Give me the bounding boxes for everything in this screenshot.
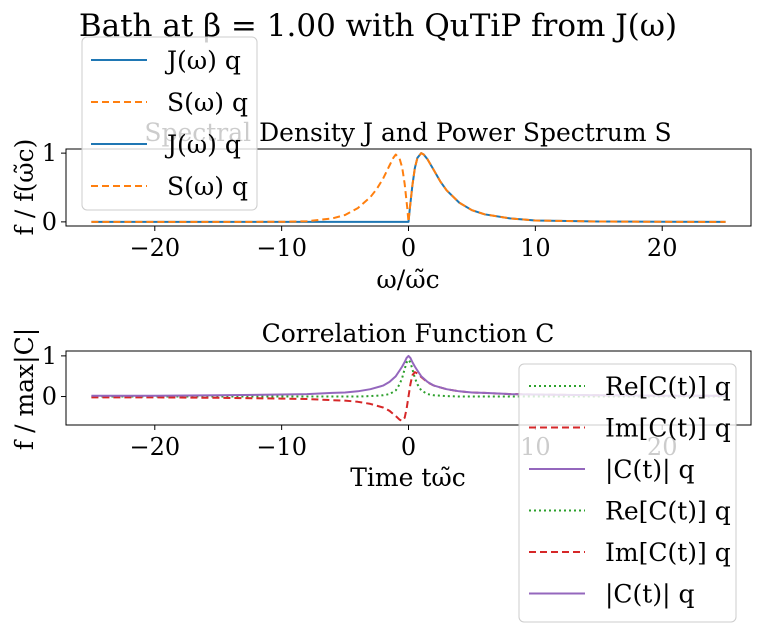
x-tick-label: −10 xyxy=(256,433,307,461)
legend-label: |C(t)| q xyxy=(605,580,694,610)
x-tick-label: 20 xyxy=(647,234,678,262)
x-tick-label: −20 xyxy=(129,234,180,262)
x-tick-label: −10 xyxy=(256,234,307,262)
correlation-x-axis-label: Time tω̃c xyxy=(350,463,466,492)
series-line-0-1 xyxy=(91,152,726,223)
y-tick-label: 1 xyxy=(42,342,57,370)
correlation-y-axis-label: f / max|C| xyxy=(10,328,40,450)
legend-label: Im[C(t)] q xyxy=(605,538,731,567)
x-tick-label: −20 xyxy=(129,433,180,461)
spectral-legend-entries: J(ω) q S(ω) q J(ω) q S(ω) q xyxy=(91,46,248,201)
series-line-1-1 xyxy=(91,371,726,422)
legend-label: Re[C(t)] q xyxy=(605,497,731,526)
spectral-legend: J(ω) q S(ω) q J(ω) q S(ω) q xyxy=(81,36,258,211)
correlation-panel-title: Correlation Function C xyxy=(262,319,555,348)
legend-label: J(ω) q xyxy=(164,46,241,75)
y-tick-label: 1 xyxy=(42,139,57,167)
spectral-series-layer xyxy=(91,152,726,223)
series-line-1-2 xyxy=(91,354,726,397)
x-tick-label: 10 xyxy=(520,234,551,262)
legend-label: S(ω) q xyxy=(167,172,248,201)
series-line-1-0 xyxy=(91,358,726,398)
correlation-legend-entries: Re[C(t)] q Im[C(t)] q |C(t)| q Re[C(t)] q Im… xyxy=(529,372,731,610)
x-tick-label: 0 xyxy=(401,234,416,262)
y-tick-label: 0 xyxy=(42,208,57,236)
spectral-panel: Spectral Density J and Power Spectrum S … xyxy=(10,36,752,294)
legend-label: S(ω) q xyxy=(167,88,248,117)
correlation-series-layer xyxy=(91,354,726,422)
spectral-ticks: −20 −10 0 10 20 0 1 xyxy=(42,139,678,262)
legend-label: J(ω) q xyxy=(164,130,241,159)
legend-label: Re[C(t)] q xyxy=(605,372,731,401)
correlation-legend: Re[C(t)] q Im[C(t)] q |C(t)| q Re[C(t)] q Im… xyxy=(518,363,737,623)
spectral-x-axis-label: ω/ω̃c xyxy=(376,265,439,294)
spectral-y-axis-label: f / f(ω̃c) xyxy=(10,139,39,236)
legend-label: Im[C(t)] q xyxy=(605,414,731,443)
y-tick-label: 0 xyxy=(42,383,57,411)
spectral-legend-box xyxy=(81,36,258,211)
legend-label: |C(t)| q xyxy=(605,455,694,485)
x-tick-label: 0 xyxy=(401,433,416,461)
